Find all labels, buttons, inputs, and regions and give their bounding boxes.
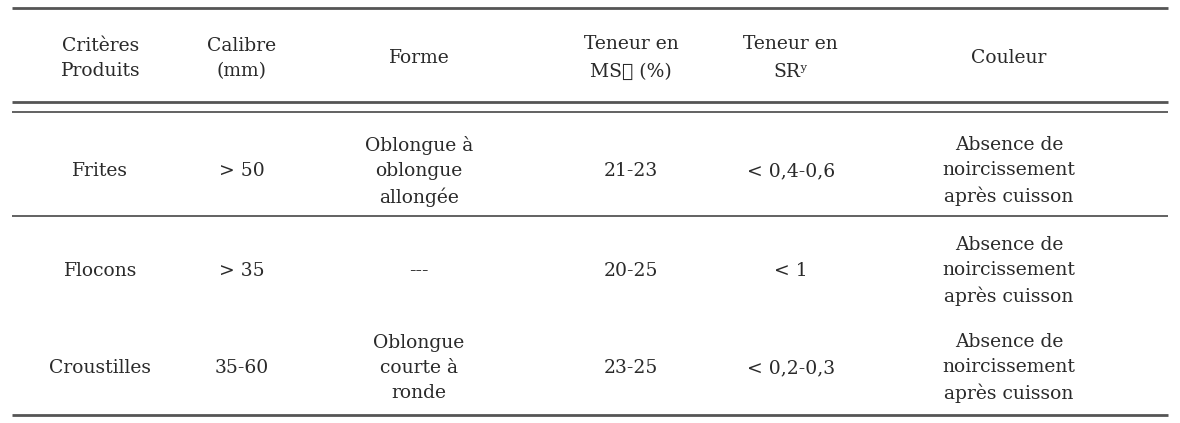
Text: < 0,4-0,6: < 0,4-0,6 bbox=[747, 162, 834, 180]
Text: Forme: Forme bbox=[388, 49, 450, 67]
Text: Croustilles: Croustilles bbox=[50, 359, 151, 377]
Text: Teneur en: Teneur en bbox=[743, 36, 838, 53]
Text: MSᵺ (%): MSᵺ (%) bbox=[590, 63, 673, 81]
Text: Absence de
noircissement
après cuisson: Absence de noircissement après cuisson bbox=[943, 333, 1075, 403]
Text: SRʸ: SRʸ bbox=[773, 63, 808, 81]
Text: Absence de
noircissement
après cuisson: Absence de noircissement après cuisson bbox=[943, 136, 1075, 206]
Text: ---: --- bbox=[409, 262, 428, 280]
Text: Oblongue
courte à
ronde: Oblongue courte à ronde bbox=[373, 334, 465, 402]
Text: Couleur: Couleur bbox=[971, 49, 1047, 67]
Text: Frites: Frites bbox=[72, 162, 129, 180]
Text: > 35: > 35 bbox=[219, 262, 264, 280]
Text: Teneur en: Teneur en bbox=[584, 36, 678, 53]
Text: 20-25: 20-25 bbox=[604, 262, 658, 280]
Text: > 50: > 50 bbox=[219, 162, 264, 180]
Text: < 0,2-0,3: < 0,2-0,3 bbox=[747, 359, 834, 377]
Text: 21-23: 21-23 bbox=[604, 162, 658, 180]
Text: Flocons: Flocons bbox=[64, 262, 137, 280]
Text: Critères
Produits: Critères Produits bbox=[60, 37, 140, 80]
Text: < 1: < 1 bbox=[774, 262, 807, 280]
Text: 23-25: 23-25 bbox=[604, 359, 658, 377]
Text: 35-60: 35-60 bbox=[215, 359, 269, 377]
Text: Oblongue à
oblongue
allongée: Oblongue à oblongue allongée bbox=[365, 136, 473, 207]
Text: Absence de
noircissement
après cuisson: Absence de noircissement après cuisson bbox=[943, 236, 1075, 306]
Text: Calibre
(mm): Calibre (mm) bbox=[208, 37, 276, 80]
